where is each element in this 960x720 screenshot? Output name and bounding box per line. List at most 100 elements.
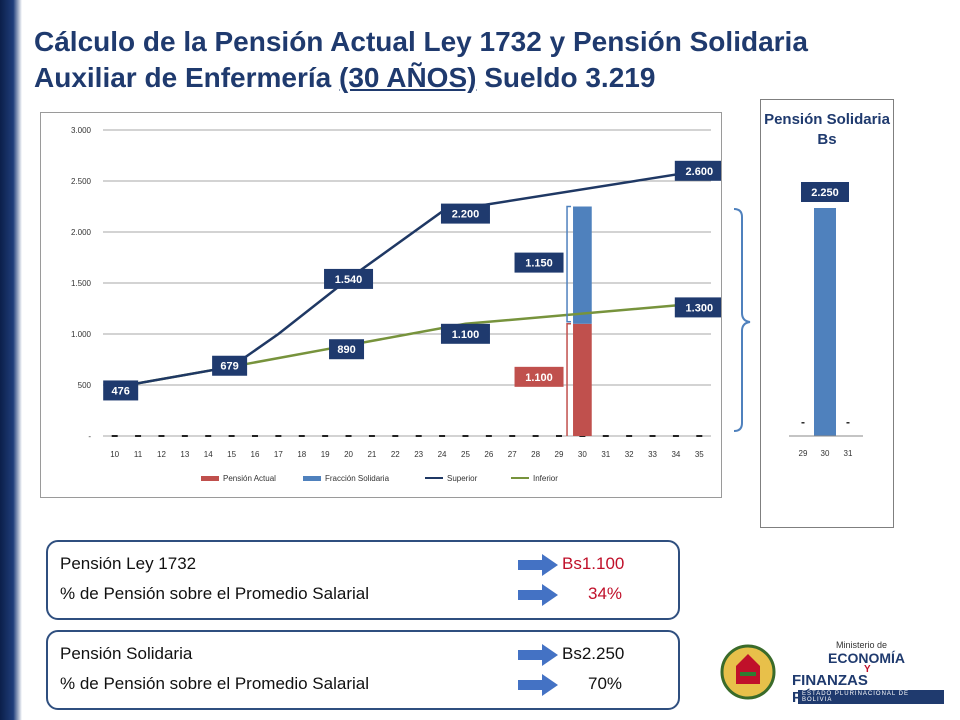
y-tick-label: 3.000 bbox=[71, 126, 92, 135]
label-superior-2600: 2.600 bbox=[686, 166, 714, 178]
x-tick-label: 26 bbox=[484, 450, 493, 459]
x-tick-label: 33 bbox=[648, 450, 657, 459]
x-tick-label: 32 bbox=[625, 450, 634, 459]
x-tick-label: 24 bbox=[438, 450, 447, 459]
label-inferior-890-bg bbox=[329, 339, 365, 360]
x-tick-label: 22 bbox=[391, 450, 400, 459]
logo-line-5: ESTADO PLURINACIONAL DE BOLIVIA bbox=[798, 690, 944, 704]
label-superior-476-bg bbox=[103, 380, 139, 401]
label-inferior-1100-bg bbox=[440, 323, 490, 344]
x-tick-label: 29 bbox=[555, 450, 564, 459]
y-tick-label: 1.000 bbox=[71, 330, 92, 339]
label-superior-1540: 1.540 bbox=[335, 274, 363, 286]
logo-line-2: ECONOMÍA bbox=[828, 650, 905, 666]
y-tick-label: 1.500 bbox=[71, 279, 92, 288]
side-chart-title: Pensión Solidaria Bs bbox=[761, 110, 893, 150]
side-x-tick-label: 31 bbox=[844, 449, 853, 458]
label-superior-476: 476 bbox=[112, 385, 130, 397]
x-tick-label: 31 bbox=[601, 450, 610, 459]
label-superior-2200: 2.200 bbox=[452, 209, 480, 221]
arrow-right-icon bbox=[518, 584, 558, 606]
x-tick-label: 13 bbox=[180, 450, 189, 459]
page-title: Cálculo de la Pensión Actual Ley 1732 y … bbox=[34, 24, 808, 96]
x-tick-label: 23 bbox=[414, 450, 423, 459]
x-tick-label: 10 bbox=[110, 450, 119, 459]
main-chart: - 500 1.000 1.500 2.000 2.500 3.000 10 11 12 13 14 1… bbox=[40, 112, 724, 498]
series-line-superior bbox=[114, 169, 700, 389]
title-line-1: Cálculo de la Pensión Actual Ley 1732 y … bbox=[34, 26, 808, 57]
legend-label: Fracción Solidaria bbox=[325, 474, 390, 483]
label-fraccion-1150: 1.150 bbox=[525, 258, 553, 270]
series-line-inferior bbox=[114, 302, 700, 389]
label-bg bbox=[801, 182, 849, 202]
label-superior-2600-bg bbox=[674, 160, 724, 181]
legend-label: Inferior bbox=[533, 474, 558, 483]
label-inferior-890: 890 bbox=[337, 344, 355, 356]
info2-row2-value: 70% bbox=[588, 674, 623, 693]
bracket-fraccion bbox=[566, 205, 572, 323]
x-tick-label: 15 bbox=[227, 450, 236, 459]
bar-pension-actual bbox=[573, 323, 592, 436]
ministry-logo: Ministerio de ECONOMÍA Y FINANZAS PÚBLIC… bbox=[718, 636, 944, 706]
info1-row1-label: Pensión Ley 1732 bbox=[60, 554, 197, 573]
x-tick-label: 17 bbox=[274, 450, 283, 459]
side-chart-title-text: Pensión Solidaria Bs bbox=[764, 111, 890, 148]
x-tick-label: 11 bbox=[134, 450, 143, 459]
label-superior-679-bg bbox=[212, 355, 248, 376]
info-box-ley1732: Pensión Ley 1732 % de Pensión sobre el P… bbox=[46, 540, 680, 620]
label-actual-1100-bg bbox=[514, 366, 564, 387]
coat-of-arms-icon bbox=[720, 644, 776, 700]
x-tick-label: 28 bbox=[531, 450, 540, 459]
logo-line-1: Ministerio de bbox=[836, 640, 888, 650]
bracket-actual bbox=[566, 323, 572, 436]
x-tick-label: 34 bbox=[671, 450, 680, 459]
arrow-right-icon bbox=[518, 644, 558, 666]
title-line-2c: Sueldo 3.219 bbox=[476, 62, 656, 93]
x-tick-label: 30 bbox=[578, 450, 587, 459]
label-fraccion-1150-bg bbox=[514, 252, 564, 273]
label-side-dash: - bbox=[846, 415, 850, 429]
y-tick-label: 500 bbox=[78, 381, 92, 390]
side-x-tick-label: 29 bbox=[799, 449, 808, 458]
label-actual-1100: 1.100 bbox=[525, 372, 553, 384]
label-inferior-1300: 1.300 bbox=[686, 302, 714, 314]
info2-row1-label: Pensión Solidaria bbox=[60, 644, 193, 663]
arrow-right-icon bbox=[518, 554, 558, 576]
x-tick-label: 27 bbox=[508, 450, 517, 459]
arrow-right-icon bbox=[518, 674, 558, 696]
main-chart-svg: - 500 1.000 1.500 2.000 2.500 3.000 10 11 12 13 14 1… bbox=[71, 126, 724, 483]
bar-pension-solidaria bbox=[814, 208, 836, 436]
label-side-dash: - bbox=[801, 415, 805, 429]
label-superior-1540-bg bbox=[324, 268, 374, 289]
title-line-2b: (30 AÑOS) bbox=[339, 62, 477, 93]
x-tick-label: 21 bbox=[367, 450, 376, 459]
info-box-solidaria: Pensión Solidaria % de Pensión sobre el … bbox=[46, 630, 680, 710]
side-x-tick-label: 30 bbox=[821, 449, 830, 458]
bar-fraccion-solidaria bbox=[573, 206, 592, 324]
bracket-path bbox=[733, 208, 751, 432]
info2-row2-label: % de Pensión sobre el Promedio Salarial bbox=[60, 674, 370, 693]
x-tick-label: 18 bbox=[297, 450, 306, 459]
info1-row2-value: 34% bbox=[588, 584, 623, 603]
title-line-2: Auxiliar de Enfermería (30 AÑOS) Sueldo … bbox=[34, 60, 808, 96]
y-tick-label: 2.000 bbox=[71, 228, 92, 237]
left-accent-bar bbox=[0, 0, 22, 720]
label-superior-679: 679 bbox=[220, 361, 238, 373]
label-side-value: 2.250 bbox=[811, 187, 839, 199]
legend-swatch bbox=[201, 476, 219, 481]
info2-row1-value: Bs2.250 bbox=[562, 644, 625, 663]
label-inferior-1100: 1.100 bbox=[452, 329, 480, 341]
side-chart-svg: 2.250 - - 29 30 31 bbox=[789, 182, 863, 458]
info1-row1-value: Bs1.100 bbox=[562, 554, 625, 573]
x-tick-label: 16 bbox=[251, 450, 260, 459]
x-tick-label: 25 bbox=[461, 450, 470, 459]
bracket-connector bbox=[733, 208, 751, 432]
x-tick-label: 12 bbox=[157, 450, 166, 459]
legend-label: Pensión Actual bbox=[223, 474, 276, 483]
x-tick-label: 14 bbox=[204, 450, 213, 459]
legend-swatch bbox=[303, 476, 321, 481]
side-chart: Pensión Solidaria Bs 2.250 - - 29 30 31 bbox=[760, 99, 894, 528]
info1-row2-label: % de Pensión sobre el Promedio Salarial bbox=[60, 584, 370, 603]
title-line-2a: Auxiliar de Enfermería bbox=[34, 62, 340, 93]
label-inferior-1300-bg bbox=[674, 297, 724, 318]
